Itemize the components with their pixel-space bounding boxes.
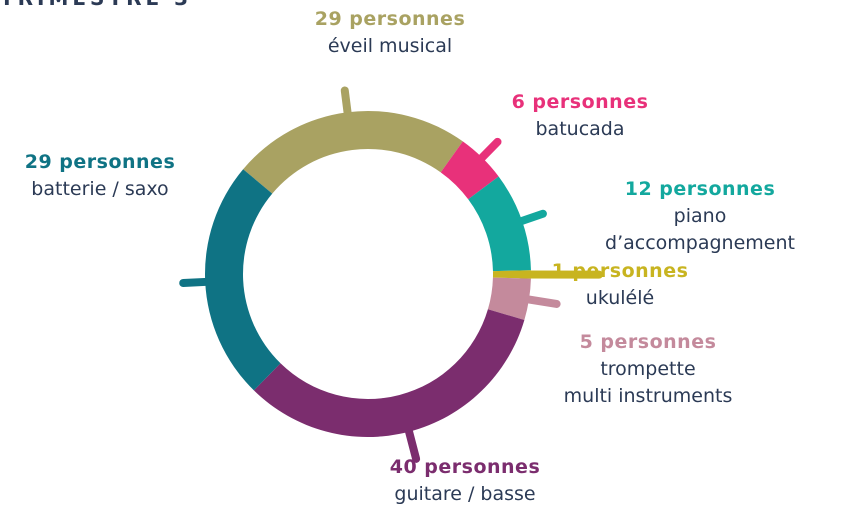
chart-title: TRIMESTRE 3 [0,0,192,10]
value-label: 40 personnes [389,456,541,478]
value-label: 12 personnes [624,178,776,200]
category-label: guitare / basse [394,483,536,505]
value-label: 29 personnes [314,8,466,30]
category-label: ukulélé [585,287,655,309]
value-label: 6 personnes [511,91,649,113]
category-label: batucada [535,118,625,140]
category-label: trompette multi instruments [563,358,733,407]
value-label: 5 personnes [579,331,717,353]
value-label: 1 personnes [551,260,689,282]
category-label: piano d’accompagnement [605,205,795,254]
donut-segment [468,176,531,272]
category-label: éveil musical [327,35,453,57]
donut-segment [440,141,499,200]
donut-segment [253,309,525,438]
value-label: 29 personnes [24,151,176,173]
donut-segment [487,277,531,321]
donut-segment [243,111,463,194]
donut-segment [492,270,531,279]
category-label: batterie / saxo [31,178,169,200]
donut-segment [204,169,281,391]
